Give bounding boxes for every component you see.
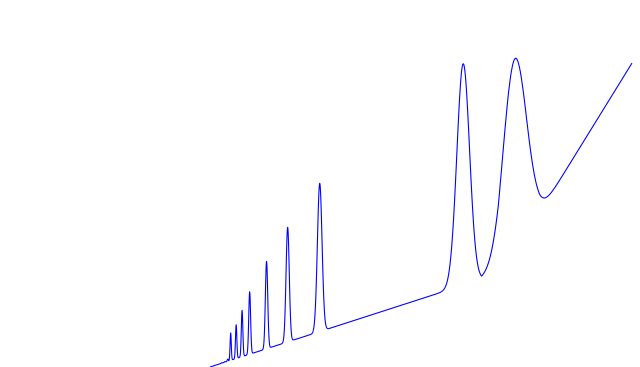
series-layer <box>209 57 633 367</box>
series-line <box>209 57 633 367</box>
